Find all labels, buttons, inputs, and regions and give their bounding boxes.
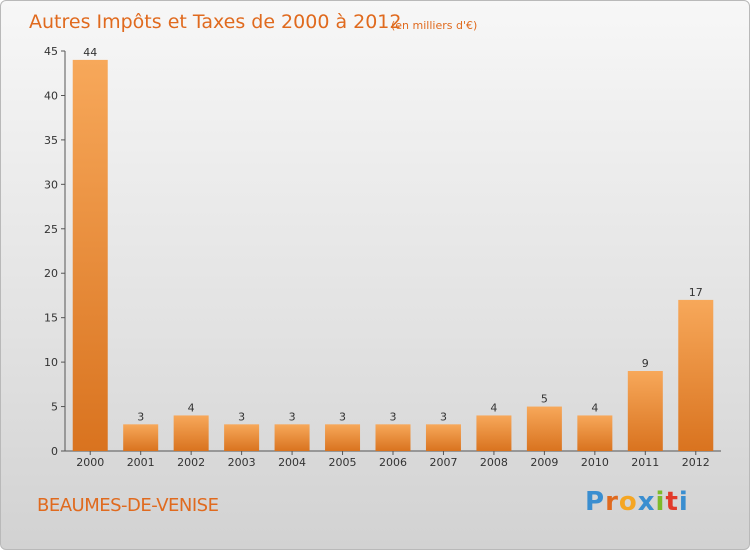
bar xyxy=(678,299,714,451)
logo-letter: o xyxy=(618,487,638,517)
bar xyxy=(526,406,562,451)
y-tick-label: 35 xyxy=(44,134,58,147)
bar xyxy=(476,415,512,451)
y-tick-label: 0 xyxy=(51,445,58,458)
bar-value-label: 4 xyxy=(591,401,598,414)
x-tick-label: 2012 xyxy=(682,456,710,469)
x-tick-label: 2002 xyxy=(177,456,205,469)
bar xyxy=(425,424,461,451)
bar xyxy=(173,415,209,451)
logo-letter: P xyxy=(585,487,606,517)
bar xyxy=(224,424,260,451)
x-tick-label: 2004 xyxy=(278,456,306,469)
x-tick-label: 2003 xyxy=(228,456,256,469)
place-name: BEAUMES-DE-VENISE xyxy=(37,495,219,516)
bar xyxy=(375,424,411,451)
y-tick-label: 30 xyxy=(44,178,58,191)
bar-value-label: 5 xyxy=(541,393,548,406)
bars: 44 3 4 3 3 3 3 3 4 5 4 9 17 xyxy=(72,46,714,452)
bar xyxy=(577,415,613,451)
y-tick-label: 15 xyxy=(44,312,58,325)
bar-value-label: 3 xyxy=(137,410,144,423)
chart-unit: (en milliers d'€) xyxy=(391,19,477,32)
x-tick-label: 2001 xyxy=(127,456,155,469)
bar-value-label: 4 xyxy=(490,401,497,414)
x-tick-label: 2008 xyxy=(480,456,508,469)
logo-letter: i xyxy=(655,487,666,517)
bar-value-label: 3 xyxy=(289,410,296,423)
y-tick-label: 10 xyxy=(44,356,58,369)
chart-title: Autres Impôts et Taxes de 2000 à 2012 xyxy=(29,11,402,33)
y-tick-label: 20 xyxy=(44,267,58,280)
bar xyxy=(325,424,361,451)
x-tick-label: 2009 xyxy=(530,456,558,469)
y-tick-label: 45 xyxy=(44,45,58,58)
bar-value-label: 3 xyxy=(390,410,397,423)
bar-value-label: 9 xyxy=(642,357,649,370)
bar-value-label: 44 xyxy=(83,46,97,59)
x-tick-label: 2007 xyxy=(429,456,457,469)
bar-value-label: 3 xyxy=(440,410,447,423)
x-tick-label: 2006 xyxy=(379,456,407,469)
bar-value-label: 3 xyxy=(339,410,346,423)
logo-letter: x xyxy=(637,487,656,517)
bar-value-label: 3 xyxy=(238,410,245,423)
proxiti-logo: Proxiti xyxy=(585,487,689,517)
x-tick-label: 2010 xyxy=(581,456,609,469)
logo-letter: r xyxy=(605,487,619,517)
x-tick-label: 2005 xyxy=(329,456,357,469)
x-tick-label: 2011 xyxy=(631,456,659,469)
bar xyxy=(274,424,310,451)
bar xyxy=(627,371,663,451)
y-tick-label: 40 xyxy=(44,89,58,102)
y-tick-label: 25 xyxy=(44,223,58,236)
y-tick-label: 5 xyxy=(51,401,58,414)
logo-letter: t xyxy=(665,487,679,517)
bar-value-label: 17 xyxy=(689,286,703,299)
x-tick-label: 2000 xyxy=(76,456,104,469)
logo-letter: i xyxy=(678,487,689,517)
bar xyxy=(123,424,159,451)
bar xyxy=(72,59,108,452)
bar-value-label: 4 xyxy=(188,401,195,414)
